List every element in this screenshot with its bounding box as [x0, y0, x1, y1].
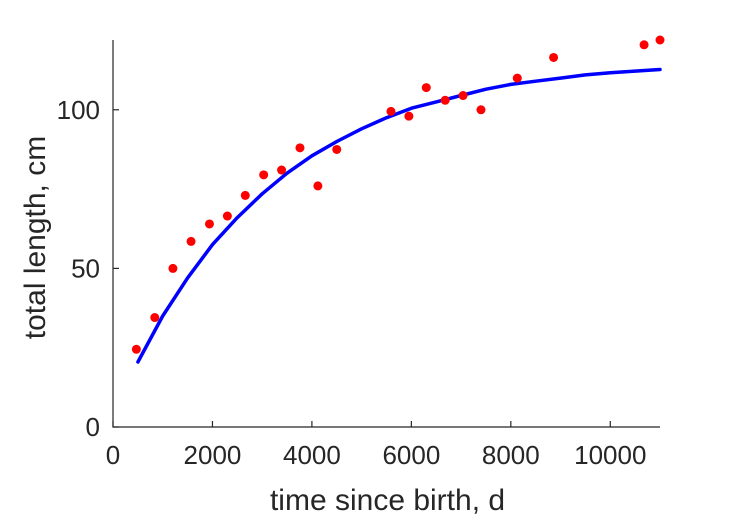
y-tick-label: 0	[86, 412, 100, 442]
data-point	[186, 236, 196, 246]
x-tick-label: 0	[106, 440, 120, 470]
data-point	[295, 143, 305, 153]
x-tick-label: 6000	[382, 440, 440, 470]
data-point	[150, 313, 160, 323]
y-tick-label: 100	[57, 95, 100, 125]
data-point	[277, 165, 287, 175]
x-axis-label: time since birth, d	[270, 484, 505, 517]
data-point	[639, 40, 649, 50]
data-point	[222, 211, 232, 221]
x-tick-label: 8000	[482, 440, 540, 470]
data-point	[131, 344, 141, 354]
plot-area	[131, 35, 665, 364]
data-point	[440, 95, 450, 105]
data-point	[458, 91, 468, 101]
data-point	[386, 106, 396, 116]
data-point	[313, 181, 323, 191]
fit-curve	[136, 67, 662, 364]
data-point	[204, 219, 214, 229]
data-point	[476, 105, 486, 115]
data-point	[404, 111, 414, 121]
data-point	[332, 144, 342, 154]
data-point	[512, 73, 522, 83]
data-point	[259, 170, 269, 180]
data-point	[168, 263, 178, 273]
x-tick-label: 2000	[184, 440, 242, 470]
data-point	[549, 52, 559, 62]
data-point	[655, 35, 665, 45]
x-tick-label: 10000	[574, 440, 646, 470]
y-axis-label: total length, cm	[19, 136, 52, 339]
axes: 0 2000 4000 6000 8000 10000 0 50 100	[57, 40, 660, 470]
x-tick-label: 4000	[283, 440, 341, 470]
data-point	[240, 190, 250, 200]
data-point	[421, 83, 431, 93]
y-tick-label: 50	[71, 253, 100, 283]
